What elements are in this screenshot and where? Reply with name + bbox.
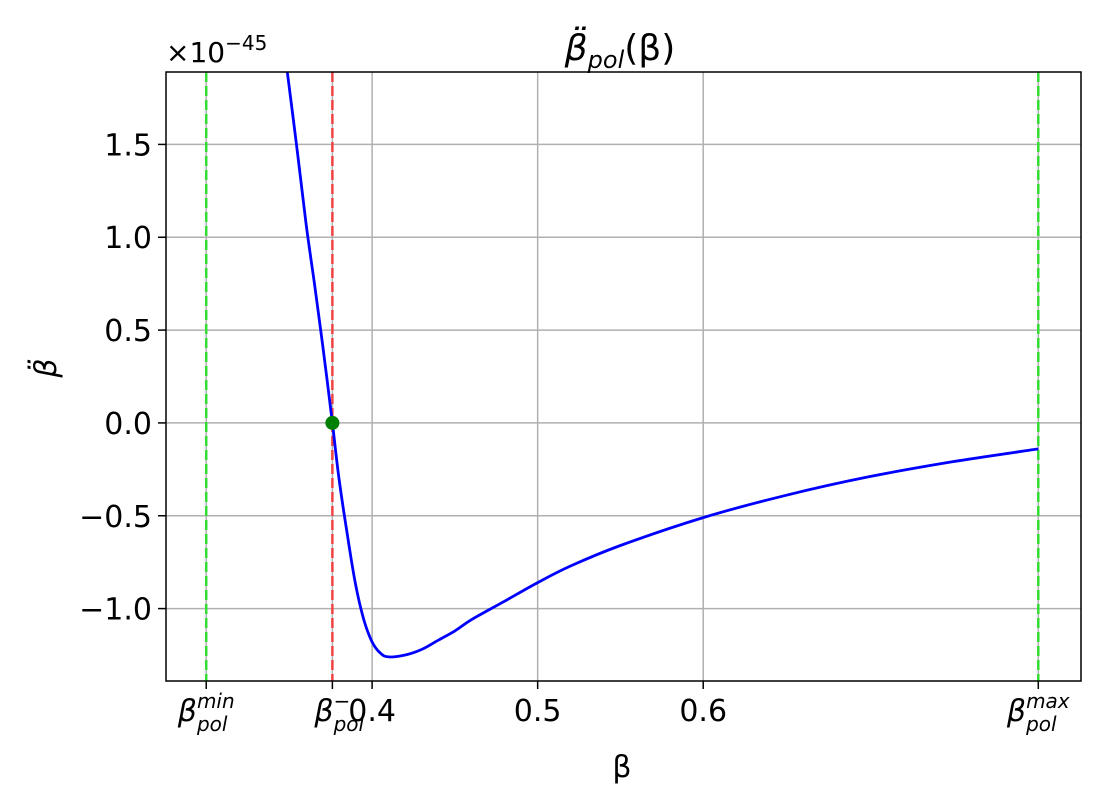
x-tick-symbol: β [1006, 694, 1026, 729]
y-tick-label: 1.0 [104, 221, 152, 256]
x-tick-symbol: β [313, 694, 333, 729]
y-tick-label: 0.5 [104, 314, 152, 349]
data-point [325, 415, 340, 430]
title-subscript: pol [587, 46, 625, 74]
point-layer [325, 415, 340, 430]
y-tick-label: −1.0 [79, 593, 152, 628]
x-tick-superscript: min [197, 689, 235, 713]
x-tick-label: βmin [177, 689, 235, 729]
y-axis-ticks: 1.5 1.0 0.5 0.0 −0.5 −1.0 [79, 128, 166, 628]
y-scale-exponent: ×10−45 [166, 31, 267, 69]
series-line [285, 71, 1039, 659]
y-scale-base: ×10 [166, 36, 225, 69]
y-tick-label: 0.0 [104, 407, 152, 442]
x-tick-label: β− [313, 689, 350, 729]
x-tick-label: 0.4 [348, 694, 396, 729]
x-tick-superscript: − [334, 689, 351, 713]
series-layer [285, 71, 1039, 659]
plot-frame [165, 71, 1082, 682]
title-symbol: β̈ [564, 25, 588, 69]
chart-title: β̈pol(β) [564, 25, 676, 74]
x-tick-subscript: pol [196, 712, 228, 736]
x-tick-superscript: max [1026, 689, 1070, 713]
reference-lines [204, 72, 1040, 681]
y-axis-label: β̈ [28, 358, 64, 378]
title-argument: (β) [624, 28, 675, 69]
y-scale-power: −45 [225, 31, 267, 55]
y-tick-label: 1.5 [104, 128, 152, 163]
grid [166, 72, 1081, 681]
x-tick-label: 0.6 [679, 694, 727, 729]
x-axis-label: β [612, 750, 631, 785]
x-tick-subscript: pol [333, 712, 365, 736]
y-tick-label: −0.5 [79, 500, 152, 535]
x-tick-label: 0.5 [514, 694, 562, 729]
x-tick-subscript: pol [1025, 712, 1057, 736]
x-tick-label: βmax [1006, 689, 1070, 729]
x-tick-symbol: β [177, 694, 197, 729]
